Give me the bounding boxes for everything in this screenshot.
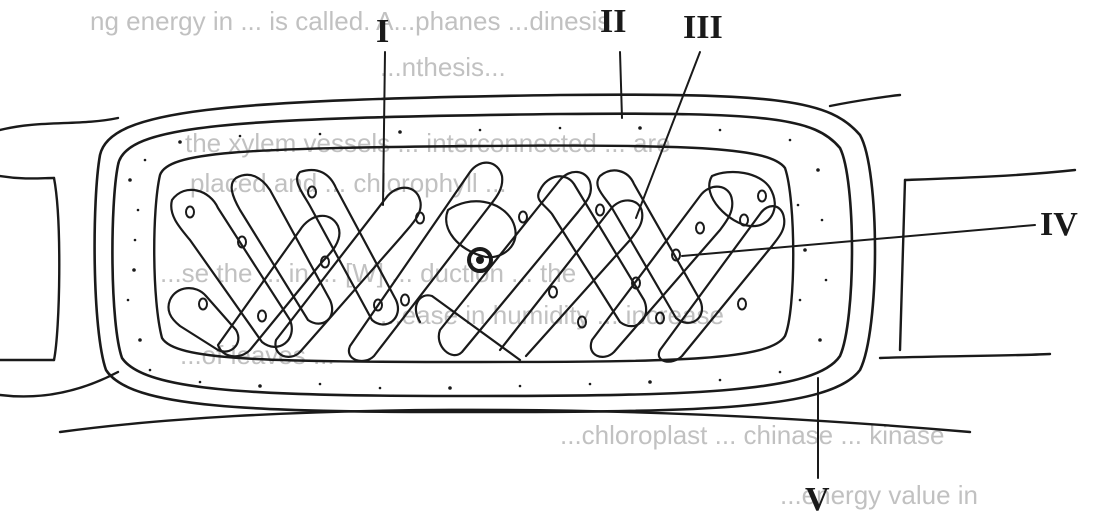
cytoplasm-granule bbox=[778, 370, 782, 374]
pyrenoid bbox=[548, 285, 558, 299]
cytoplasm-granule bbox=[478, 128, 482, 132]
pyrenoid bbox=[671, 248, 681, 262]
cytoplasm-granule bbox=[126, 298, 130, 302]
bleed-through-line-4: placed and ... chlorophyll ... bbox=[190, 168, 507, 198]
cytoplasm-granule bbox=[178, 140, 182, 144]
cytoplasm-granule bbox=[378, 386, 382, 390]
bleed-through-line-9: ...energy value in bbox=[780, 480, 979, 510]
leader-line-IV bbox=[681, 224, 1036, 257]
spiral-chloroplast bbox=[167, 161, 786, 363]
cytoplasm-granule bbox=[718, 378, 722, 382]
pyrenoid bbox=[737, 297, 747, 311]
pyrenoid bbox=[631, 276, 641, 290]
label-III: III bbox=[683, 9, 723, 46]
cytoplasm-granule bbox=[816, 168, 820, 172]
pyrenoid bbox=[400, 293, 410, 307]
cytoplasm-granule bbox=[788, 138, 792, 142]
cytoplasm-granule bbox=[638, 126, 642, 130]
diagram-labels: I II III IV V bbox=[376, 3, 1078, 518]
nucleus bbox=[467, 247, 493, 273]
pyrenoid bbox=[415, 211, 425, 225]
cell-wall bbox=[93, 93, 877, 414]
bleed-through-line-6: ...ease in humidity ... increase bbox=[380, 300, 724, 330]
label-V: V bbox=[805, 481, 830, 518]
neighbor-cell-walls bbox=[0, 93, 1077, 434]
cytoplasm-granule bbox=[132, 268, 136, 272]
cytoplasm-boundary bbox=[153, 144, 795, 364]
bleed-through-line-3: the xylem vessels ... interconnected ...… bbox=[185, 128, 671, 158]
cytoplasm-granule bbox=[718, 128, 722, 132]
cytoplasm-granule bbox=[133, 238, 137, 242]
cytoplasm-granule bbox=[824, 278, 828, 282]
pyrenoid bbox=[198, 297, 208, 311]
cytoplasm-granule bbox=[588, 382, 592, 386]
cytoplasm-granule bbox=[148, 368, 152, 372]
cytoplasm-granule bbox=[803, 248, 807, 252]
cytoplasm-granule bbox=[558, 126, 562, 130]
cytoplasm-granule bbox=[398, 130, 402, 134]
cytoplasm-granule bbox=[648, 380, 652, 384]
pyrenoid bbox=[695, 221, 705, 235]
pyrenoid bbox=[307, 185, 317, 199]
pyrenoid bbox=[577, 315, 587, 329]
leader-line-III bbox=[635, 51, 701, 219]
cytoplasm-granule bbox=[518, 384, 522, 388]
label-I: I bbox=[376, 13, 389, 50]
pyrenoid bbox=[739, 213, 749, 227]
bleed-through-line-2: ...nthesis... bbox=[380, 52, 506, 82]
cytoplasm-granule bbox=[798, 298, 802, 302]
pyrenoid bbox=[757, 189, 767, 203]
leader-lines bbox=[382, 51, 1036, 479]
cytoplasm-granule bbox=[448, 386, 452, 390]
cytoplasm-granule bbox=[820, 218, 824, 222]
pyrenoid bbox=[257, 309, 267, 323]
pyrenoid bbox=[373, 298, 383, 312]
cytoplasm-granules bbox=[126, 126, 828, 390]
label-II: II bbox=[600, 3, 626, 40]
pyrenoids bbox=[185, 185, 767, 329]
cytoplasm-granule bbox=[238, 134, 242, 138]
cytoplasm-granule bbox=[318, 132, 322, 136]
cytoplasm-granule bbox=[818, 338, 822, 342]
cytoplasm-granule bbox=[138, 338, 142, 342]
cytoplasm-granule bbox=[198, 380, 202, 384]
bleed-through-line-1: ng energy in ... is called. A...phanes .… bbox=[90, 6, 611, 36]
pyrenoid bbox=[185, 205, 195, 219]
cytoplasm-granule bbox=[318, 382, 322, 386]
label-IV: IV bbox=[1040, 206, 1078, 243]
leader-line-I bbox=[382, 51, 386, 206]
pyrenoid bbox=[320, 255, 330, 269]
leader-line-II bbox=[619, 51, 623, 119]
cytoplasm-granule bbox=[143, 158, 147, 162]
pyrenoid bbox=[518, 210, 528, 224]
cytoplasm-granule bbox=[136, 208, 140, 212]
pyrenoid bbox=[237, 235, 247, 249]
cytoplasm-granule bbox=[128, 178, 132, 182]
pyrenoid bbox=[655, 311, 665, 325]
pyrenoid bbox=[595, 203, 605, 217]
cytoplasm-granule bbox=[796, 203, 800, 207]
cytoplasm-granule bbox=[258, 384, 262, 388]
